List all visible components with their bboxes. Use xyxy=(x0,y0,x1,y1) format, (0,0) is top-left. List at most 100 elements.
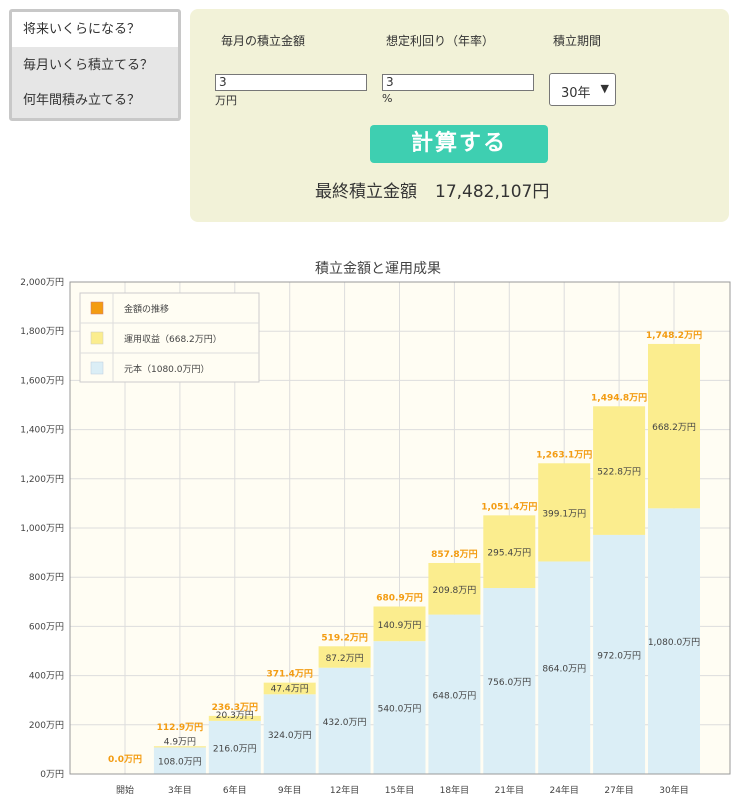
monthly-amount-input[interactable]: 3 xyxy=(215,74,367,91)
menu-item-period[interactable]: 何年間積み立てる？ xyxy=(23,93,141,108)
y-tick-label: 1,600万円 xyxy=(20,375,64,386)
x-tick-label: 12年目 xyxy=(330,784,359,796)
data-label-principal: 108.0万円 xyxy=(158,757,202,768)
data-label-principal: 1,080.0万円 xyxy=(648,637,700,648)
data-label-principal: 756.0万円 xyxy=(487,677,531,688)
data-label-principal: 432.0万円 xyxy=(323,717,367,728)
legend-swatch-principal xyxy=(90,361,104,375)
bar-principal xyxy=(648,508,700,774)
monthly-amount-unit: 万円 xyxy=(215,94,237,107)
data-label-total: 857.8万円 xyxy=(431,549,477,560)
rate-unit: % xyxy=(382,92,393,105)
result-label: 最終積立金額 xyxy=(315,182,417,202)
x-tick-label: 9年目 xyxy=(278,784,302,796)
y-tick-label: 2,000万円 xyxy=(20,277,64,288)
data-label-total: 680.9万円 xyxy=(376,592,422,603)
data-label-gain: 87.2万円 xyxy=(326,653,364,664)
data-label-gain: 47.4万円 xyxy=(271,683,309,694)
legend-box xyxy=(79,292,260,383)
data-label-total: 236.3万円 xyxy=(212,702,258,713)
monthly-amount-label: 毎月の積立金額 xyxy=(221,34,306,48)
data-label-gain: 20.3万円 xyxy=(216,710,254,721)
data-label-total: 112.9万円 xyxy=(157,722,203,733)
plot-border xyxy=(69,281,731,775)
x-tick-label: 6年目 xyxy=(223,784,247,796)
data-label-principal: 648.0万円 xyxy=(433,690,477,701)
bar-gain xyxy=(263,682,316,695)
x-tick-label: 15年目 xyxy=(385,784,414,796)
bar-gain xyxy=(153,746,206,748)
x-tick-label: 開始 xyxy=(116,784,134,796)
y-tick-label: 600万円 xyxy=(29,621,64,632)
period-label: 積立期間 xyxy=(553,34,602,48)
y-tick-label: 800万円 xyxy=(29,572,64,583)
bar-principal xyxy=(153,747,206,774)
rate-label: 想定利回り（年率） xyxy=(386,34,495,48)
x-tick-label: 27年目 xyxy=(604,784,633,796)
bar-principal xyxy=(483,588,536,774)
bar-gain xyxy=(538,463,591,562)
bar-gain xyxy=(373,606,426,642)
bar-principal xyxy=(318,667,371,774)
bar-principal xyxy=(538,561,591,774)
bar-principal xyxy=(373,641,426,774)
x-tick-label: 24年目 xyxy=(549,784,578,796)
bar-principal xyxy=(208,720,261,774)
menu-item-monthly-amount[interactable]: 毎月いくら積立てる？ xyxy=(23,58,154,73)
bar-gain xyxy=(648,343,700,509)
bar-gain xyxy=(428,562,481,615)
legend-swatch-trend xyxy=(90,301,104,315)
y-tick-label: 1,400万円 xyxy=(20,425,64,436)
data-label-total: 519.2万円 xyxy=(321,632,367,643)
calculator-panel: 毎月の積立金額 想定利回り（年率） 積立期間 3 万円 3 % 30年 ▼ 計算… xyxy=(190,9,729,222)
bar-principal xyxy=(593,534,646,774)
y-tick-label: 1,200万円 xyxy=(20,474,64,485)
data-label-total: 1,263.1万円 xyxy=(536,449,592,460)
y-tick-label: 200万円 xyxy=(29,720,64,731)
chart-title: 積立金額と運用成果 xyxy=(315,261,441,277)
data-label-gain: 399.1万円 xyxy=(542,508,586,519)
data-label-principal: 216.0万円 xyxy=(213,743,257,754)
data-label-total: 371.4万円 xyxy=(266,669,312,680)
bar-gain xyxy=(593,406,646,535)
legend-gain: 運用収益（668.2万円） xyxy=(124,333,222,345)
legend-trend: 金額の推移 xyxy=(124,303,169,315)
y-tick-label: 1,000万円 xyxy=(20,523,64,534)
calculate-button[interactable]: 計算する xyxy=(370,125,548,163)
data-label-gain: 295.4万円 xyxy=(487,548,531,559)
menu-item-future-value[interactable]: 将来いくらになる？ xyxy=(12,12,178,47)
period-select-value: 30年 xyxy=(561,86,591,101)
data-label-gain: 209.8万円 xyxy=(433,585,477,596)
data-label-gain: 140.9万円 xyxy=(378,620,422,631)
chart-legend: 金額の推移 運用収益（668.2万円） 元本（1080.0万円） xyxy=(79,292,260,383)
bar-principal xyxy=(428,614,481,774)
data-label-principal: 324.0万円 xyxy=(268,730,312,741)
data-label-total: 1,051.4万円 xyxy=(481,501,537,512)
legend-principal: 元本（1080.0万円） xyxy=(124,363,210,375)
x-tick-label: 21年目 xyxy=(495,784,524,796)
data-label-gain: 522.8万円 xyxy=(597,467,641,478)
legend-swatch-gain xyxy=(90,331,104,345)
accumulation-chart: 積立金額と運用成果 0万円 200万円 400万円 600万円 800万円 1,000万円… xyxy=(20,261,731,796)
bar-gain xyxy=(483,515,536,589)
x-tick-label: 3年目 xyxy=(168,784,192,796)
y-tick-label: 0万円 xyxy=(40,769,64,780)
result-line: 最終積立金額 17,482,107円 xyxy=(315,177,549,202)
data-label-total: 0.0万円 xyxy=(108,754,142,765)
data-label-principal: 972.0万円 xyxy=(597,650,641,661)
chevron-down-icon: ▼ xyxy=(600,82,609,95)
data-label-total: 1,748.2万円 xyxy=(646,330,702,341)
calc-mode-menu: 将来いくらになる？ 毎月いくら積立てる？ 何年間積み立てる？ xyxy=(9,9,181,121)
bar-principal xyxy=(263,694,316,774)
bar-gain xyxy=(208,715,261,721)
data-label-gain: 4.9万円 xyxy=(164,736,196,747)
data-label-gain: 668.2万円 xyxy=(652,422,696,433)
y-tick-label: 400万円 xyxy=(29,671,64,682)
y-tick-label: 1,800万円 xyxy=(20,326,64,337)
result-amount: 17,482,107円 xyxy=(435,182,550,202)
bar-gain xyxy=(318,646,371,668)
rate-input[interactable]: 3 xyxy=(382,74,534,91)
data-label-principal: 864.0万円 xyxy=(542,664,586,675)
period-select[interactable]: 30年 ▼ xyxy=(549,73,616,106)
x-tick-label: 30年目 xyxy=(659,784,688,796)
